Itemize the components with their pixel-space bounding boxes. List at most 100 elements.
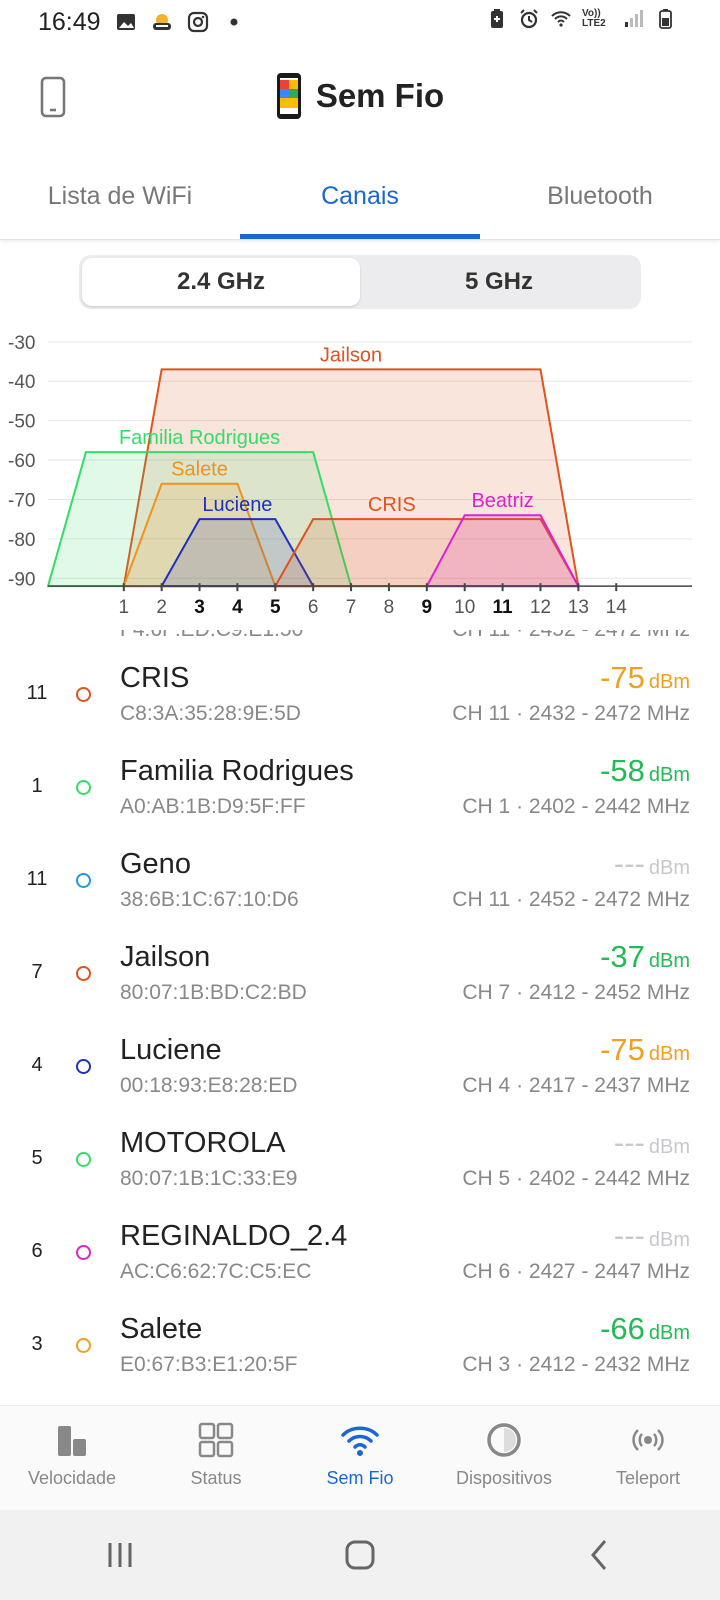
list-item[interactable]: 7 Jailson 80:07:1B:BD:C2:BD -37 dBm CH 7 · 24… bbox=[0, 929, 720, 1022]
series-label: CRIS bbox=[368, 494, 416, 516]
list-item[interactable]: 1 Familia Rodrigues A0:AB:1B:D9:5F:FF -58 dB… bbox=[0, 743, 720, 836]
status-bar: 16:49 Vo)) LTE2 bbox=[0, 0, 720, 44]
nav-label-devices: Dispositivos bbox=[455, 1468, 553, 1488]
instagram-icon bbox=[187, 11, 208, 33]
dot-icon bbox=[230, 18, 238, 26]
y-tick-label: -30 bbox=[8, 333, 35, 354]
y-tick-label: -60 bbox=[8, 451, 35, 472]
nav-wireless[interactable]: Sem Fio bbox=[288, 1406, 432, 1510]
network-channel: 6 bbox=[31, 1240, 43, 1262]
network-mac: AC:C6:62:7C:C5:EC bbox=[120, 1260, 312, 1283]
network-color-dot bbox=[76, 1245, 91, 1260]
network-ssid: Familia Rodrigues bbox=[120, 755, 354, 787]
x-tick-label: 6 bbox=[308, 597, 319, 618]
network-ssid: Luciene bbox=[120, 1034, 222, 1066]
network-channel: 4 bbox=[31, 1054, 43, 1076]
network-channel-info: CH 3 · 2412 - 2432 MHz bbox=[462, 1353, 690, 1376]
volte-label: Vo)) LTE2 bbox=[582, 8, 606, 29]
recents-icon[interactable] bbox=[100, 1535, 140, 1575]
nav-teleport[interactable]: Teleport bbox=[576, 1406, 720, 1510]
network-channel: 3 bbox=[31, 1333, 43, 1355]
battery-saver-icon bbox=[491, 9, 503, 28]
signal-value: -37 bbox=[600, 939, 645, 974]
network-signal: -75 dBm bbox=[600, 660, 690, 696]
status-left-icons bbox=[115, 11, 245, 33]
network-signal: --- dBm bbox=[614, 1218, 690, 1254]
x-tick-label: 2 bbox=[156, 597, 167, 618]
home-icon[interactable] bbox=[340, 1535, 380, 1575]
list-item[interactable]: 11 Geno 38:6B:1C:67:10:D6 --- dBm CH 11 · 245… bbox=[0, 836, 720, 929]
system-nav bbox=[0, 1510, 720, 1600]
network-channel-info: CH 1 · 2402 - 2442 MHz bbox=[462, 795, 690, 818]
x-tick-label: 13 bbox=[568, 597, 589, 618]
signal-icon bbox=[625, 10, 643, 27]
tab-bar: Lista de WiFi Canais Bluetooth bbox=[0, 160, 720, 240]
network-signal: -75 dBm bbox=[600, 1032, 690, 1068]
app-header: Sem Fio bbox=[0, 60, 720, 136]
network-color-dot bbox=[76, 1059, 91, 1074]
list-item[interactable]: 4 Luciene 00:18:93:E8:28:ED -75 dBm CH 4 · 24… bbox=[0, 1022, 720, 1115]
signal-value: --- bbox=[613, 846, 645, 881]
nav-speed[interactable]: Velocidade bbox=[0, 1406, 144, 1510]
image-icon bbox=[116, 14, 135, 30]
signal-unit: dBm bbox=[648, 950, 690, 972]
network-ssid: REGINALDO_2.4 bbox=[120, 1220, 348, 1252]
tab-wifi-list[interactable]: Lista de WiFi bbox=[47, 182, 193, 210]
signal-value: --- bbox=[613, 1125, 645, 1160]
network-signal: --- dBm bbox=[614, 1125, 690, 1161]
network-channel: 5 bbox=[31, 1147, 43, 1169]
network-channel: 11 bbox=[26, 682, 48, 704]
nav-status[interactable]: Status bbox=[144, 1406, 288, 1510]
list-item-partial[interactable]: F4:6F:ED:C9:E1:50 CH 11 · 2452 - 2472 MH… bbox=[0, 630, 720, 650]
network-channel-info: CH 6 · 2427 - 2447 MHz bbox=[462, 1260, 690, 1283]
network-list: F4:6F:ED:C9:E1:50 CH 11 · 2452 - 2472 MH… bbox=[0, 630, 720, 1405]
band-toggle: 2.4 GHz 5 GHz bbox=[79, 255, 641, 309]
list-item[interactable]: 11 CRIS C8:3A:35:28:9E:5D -75 dBm CH 11 · 243… bbox=[0, 650, 720, 743]
network-mac: E0:67:B3:E1:20:5F bbox=[120, 1353, 298, 1376]
band-2-4-ghz-button[interactable]: 2.4 GHz bbox=[82, 258, 360, 306]
network-signal: -58 dBm bbox=[600, 753, 690, 789]
signal-value: -75 bbox=[600, 1032, 645, 1067]
phone-icon[interactable] bbox=[36, 74, 70, 120]
signal-unit: dBm bbox=[648, 671, 690, 693]
x-tick-label: 8 bbox=[384, 597, 395, 618]
y-tick-label: -40 bbox=[8, 372, 35, 393]
network-channel: 7 bbox=[31, 961, 43, 983]
x-tick-label: 1 bbox=[118, 597, 129, 618]
x-tick-label: 7 bbox=[346, 597, 357, 618]
bottom-nav: Velocidade Status Sem Fio Dispositivos T… bbox=[0, 1405, 720, 1510]
network-signal: --- dBm bbox=[614, 846, 690, 882]
y-tick-label: -90 bbox=[8, 569, 35, 590]
list-item[interactable]: 6 REGINALDO_2.4 AC:C6:62:7C:C5:EC --- dBm CH … bbox=[0, 1208, 720, 1301]
x-tick-label: 5 bbox=[270, 597, 281, 618]
network-color-dot bbox=[76, 687, 91, 702]
wifi-icon bbox=[341, 1426, 379, 1456]
tab-bluetooth[interactable]: Bluetooth bbox=[547, 182, 653, 210]
signal-unit: dBm bbox=[648, 764, 690, 786]
phone-logo-icon bbox=[276, 73, 301, 119]
network-ssid: Geno bbox=[120, 848, 191, 880]
signal-unit: dBm bbox=[648, 1322, 690, 1344]
page-title: Sem Fio bbox=[315, 77, 445, 114]
network-mac: A0:AB:1B:D9:5F:FF bbox=[120, 795, 306, 818]
network-ssid: MOTOROLA bbox=[120, 1127, 286, 1159]
series-label: Salete bbox=[171, 459, 228, 481]
nav-label-speed: Velocidade bbox=[27, 1468, 117, 1488]
signal-value: --- bbox=[613, 1218, 645, 1253]
back-icon[interactable] bbox=[580, 1535, 620, 1575]
network-channel: 1 bbox=[31, 775, 43, 797]
network-channel-info: CH 11 · 2452 - 2472 MHz bbox=[452, 630, 690, 642]
signal-unit: dBm bbox=[648, 1043, 690, 1065]
network-signal: -37 dBm bbox=[600, 939, 690, 975]
network-mac: C8:3A:35:28:9E:5D bbox=[120, 702, 301, 725]
nav-devices[interactable]: Dispositivos bbox=[432, 1406, 576, 1510]
series-label: Luciene bbox=[202, 494, 272, 516]
network-ssid: Jailson bbox=[120, 941, 211, 973]
nav-label-wireless: Sem Fio bbox=[326, 1468, 394, 1488]
list-item[interactable]: 5 MOTOROLA 80:07:1B:1C:33:E9 --- dBm CH 5 · 2… bbox=[0, 1115, 720, 1208]
tab-channels[interactable]: Canais bbox=[240, 160, 480, 239]
network-mac: 80:07:1B:1C:33:E9 bbox=[120, 1167, 298, 1190]
band-5-ghz-button[interactable]: 5 GHz bbox=[464, 268, 533, 295]
teleport-icon bbox=[632, 1429, 664, 1451]
list-item[interactable]: 3 Salete E0:67:B3:E1:20:5F -66 dBm CH 3 · 241… bbox=[0, 1301, 720, 1394]
